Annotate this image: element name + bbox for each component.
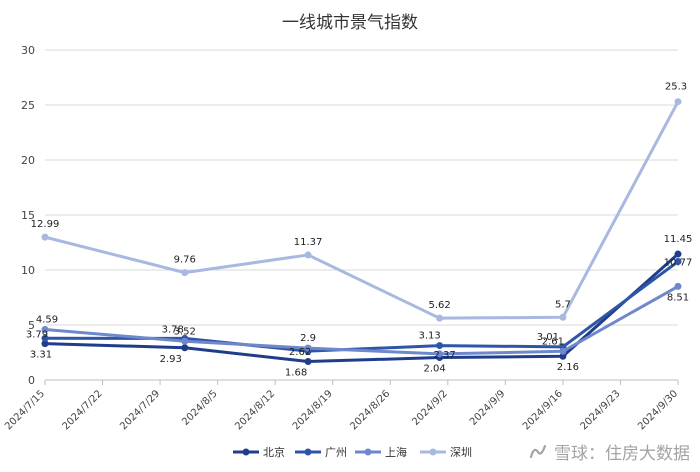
- data-label: 3.13: [418, 331, 440, 342]
- data-label: 2.61: [542, 336, 564, 347]
- y-tick-label: 30: [21, 44, 35, 57]
- snowball-logo-icon: [529, 444, 547, 458]
- legend-item-1[interactable]: 北京: [233, 445, 285, 459]
- data-label: 2.93: [160, 354, 182, 365]
- legend-label: 广州: [325, 446, 347, 459]
- x-tick-label: 2024/8/12: [233, 388, 277, 432]
- data-label: 8.51: [667, 292, 689, 303]
- x-tick-label: 2024/8/5: [180, 388, 220, 428]
- data-label: 12.99: [31, 219, 60, 230]
- legend-swatch-marker: [304, 448, 312, 456]
- x-tick-label: 2024/7/22: [61, 388, 105, 432]
- data-point: [436, 314, 444, 322]
- legend-label: 深圳: [450, 446, 472, 459]
- data-point: [436, 342, 444, 350]
- data-label: 2.9: [300, 333, 316, 344]
- series-line-4: [43, 100, 680, 320]
- data-label: 2.04: [423, 364, 445, 375]
- legend[interactable]: 北京 广州 上海 深圳: [233, 445, 472, 459]
- x-tick-label: 2024/9/30: [636, 388, 680, 432]
- watermark: 雪球：住房大数据: [528, 439, 690, 464]
- chart-title: 一线城市景气指数: [282, 13, 418, 33]
- legend-label: 上海: [385, 445, 407, 459]
- y-tick-label: 5: [28, 319, 35, 332]
- x-tick-label: 2024/8/26: [348, 388, 392, 432]
- x-tick-label: 2024/9/2: [410, 388, 450, 428]
- data-label: 3.78: [162, 324, 184, 335]
- x-tick-label: 2024/8/19: [291, 388, 335, 432]
- y-tick-label: 20: [21, 154, 35, 167]
- data-point: [41, 340, 49, 348]
- data-label: 3.01: [537, 332, 559, 343]
- x-tick-label: 2024/7/15: [3, 388, 47, 432]
- data-point: [181, 344, 189, 352]
- data-label: 10.77: [664, 258, 693, 269]
- data-label: 5.7: [555, 299, 571, 310]
- watermark-text: 雪球：住房大数据: [554, 444, 690, 464]
- y-tick-label: 10: [21, 264, 35, 277]
- legend-label: 北京: [263, 445, 285, 459]
- legend-swatch-marker: [242, 448, 250, 456]
- data-point: [436, 350, 444, 358]
- data-point: [674, 258, 682, 266]
- x-tick-label: 2024/7/29: [118, 388, 162, 432]
- data-labels: 3.31 2.93 1.68 2.04 2.16 11.45 3.79 3.78 2.62 3.1…: [26, 82, 692, 379]
- series-line-3: [43, 284, 680, 356]
- data-point: [181, 269, 189, 277]
- x-tick-label: 2024/9/9: [468, 388, 508, 428]
- data-point: [559, 347, 567, 355]
- data-point: [674, 282, 682, 290]
- data-point: [304, 358, 312, 366]
- data-point: [41, 326, 49, 334]
- data-label: 11.37: [294, 237, 323, 248]
- x-tick-label: 2024/9/16: [521, 388, 565, 432]
- y-tick-label: 15: [21, 209, 35, 222]
- series-lines: [41, 98, 682, 366]
- data-point: [559, 313, 567, 321]
- legend-item-3[interactable]: 上海: [355, 445, 407, 459]
- data-label: 2.37: [433, 350, 455, 361]
- data-label: 5.62: [428, 300, 450, 311]
- gridlines: [45, 49, 678, 326]
- data-label: 3.31: [30, 350, 52, 361]
- data-point: [674, 250, 682, 258]
- data-point: [41, 334, 49, 342]
- data-point: [181, 337, 189, 345]
- data-point: [41, 233, 49, 241]
- data-label: 9.76: [174, 255, 196, 266]
- legend-item-2[interactable]: 广州: [295, 446, 347, 459]
- data-label: 25.3: [665, 82, 687, 93]
- data-label: 11.45: [664, 234, 693, 245]
- legend-swatch-marker: [429, 448, 437, 456]
- data-point: [304, 251, 312, 259]
- y-tick-label: 0: [28, 374, 35, 387]
- legend-item-4[interactable]: 深圳: [420, 446, 472, 459]
- data-label: 2.62: [289, 347, 311, 358]
- data-label: 2.16: [557, 362, 579, 373]
- data-label: 3.52: [174, 326, 196, 337]
- legend-swatch-marker: [364, 448, 372, 456]
- data-point: [304, 344, 312, 352]
- axes: 0 5 10 15 20 25 30 2024/7/15 2024/7/22 2024/7/29 2…: [3, 44, 680, 432]
- data-label: 4.59: [36, 315, 58, 326]
- x-tick-label: 2024/9/23: [579, 388, 623, 432]
- data-point: [559, 352, 567, 360]
- data-label: 3.79: [26, 329, 48, 340]
- data-label: 1.68: [285, 368, 307, 379]
- data-point: [674, 98, 682, 106]
- y-tick-label: 25: [21, 99, 35, 112]
